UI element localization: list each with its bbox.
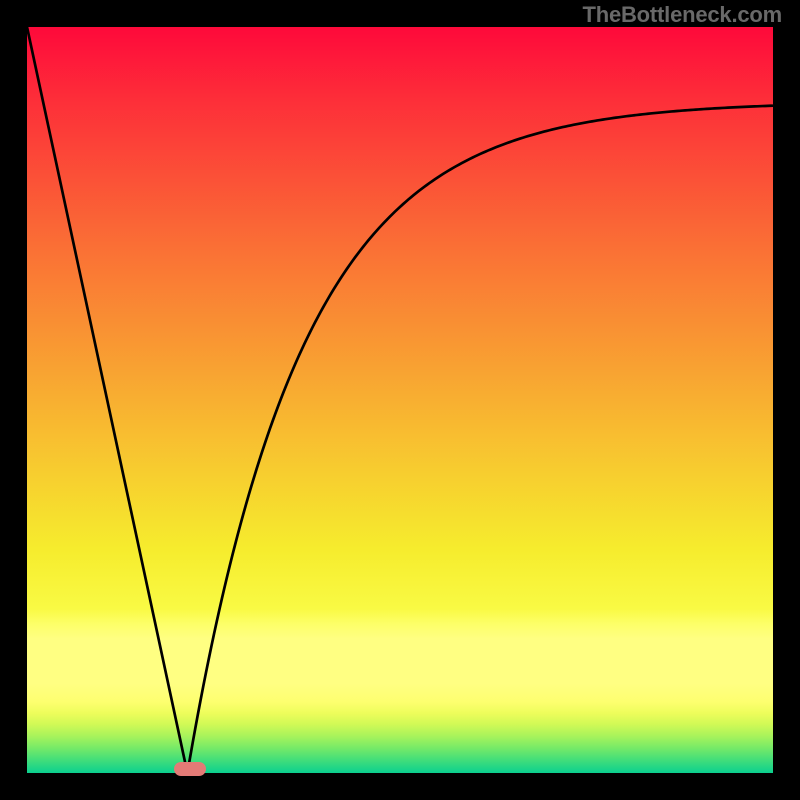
minimum-marker bbox=[174, 762, 206, 776]
chart-container: TheBottleneck.com bbox=[0, 0, 800, 800]
curve-layer bbox=[27, 27, 773, 773]
bottleneck-curve bbox=[27, 27, 773, 773]
plot-area bbox=[27, 27, 773, 773]
watermark-text: TheBottleneck.com bbox=[582, 2, 782, 28]
